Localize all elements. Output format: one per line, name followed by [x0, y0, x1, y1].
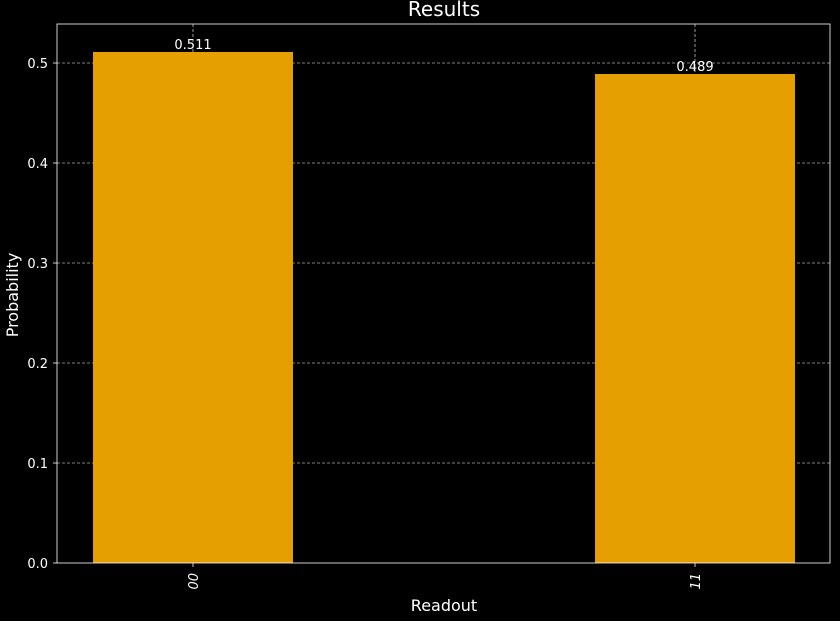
- axes-frame: [56, 23, 831, 564]
- y-tick-label: 0.3: [27, 257, 48, 272]
- x-axis-label: Readout: [411, 596, 477, 615]
- data-label-11: 0.489: [676, 60, 713, 75]
- chart-title: Results: [408, 0, 480, 21]
- data-labels-layer: 0.511 0.489: [174, 38, 713, 75]
- grid-layer: [57, 24, 830, 563]
- axes-layer: 0.0 0.1 0.2 0.3 0.4 0.5 00 11: [27, 23, 831, 590]
- bar-00: [93, 52, 293, 563]
- y-axis-label: Probability: [3, 253, 22, 338]
- bars-layer: [93, 52, 795, 563]
- y-tick-label: 0.5: [27, 57, 48, 72]
- y-tick-label: 0.0: [27, 557, 48, 572]
- x-tick-label-00: 00: [187, 573, 202, 590]
- y-tick-label: 0.2: [27, 357, 48, 372]
- y-tick-label: 0.1: [27, 457, 48, 472]
- x-tick-label-11: 11: [689, 573, 704, 590]
- y-tick-label: 0.4: [27, 157, 48, 172]
- bar-11: [595, 74, 795, 563]
- data-label-00: 0.511: [174, 38, 211, 53]
